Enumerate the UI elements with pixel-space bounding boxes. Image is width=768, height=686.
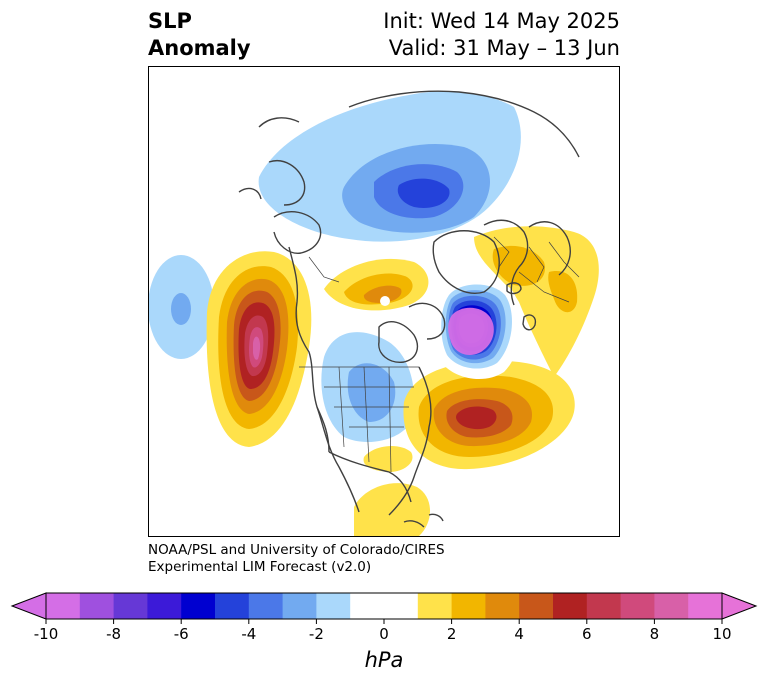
map-title: SLP Anomaly [148, 8, 251, 62]
north-atlantic-high-anomaly [403, 360, 575, 470]
colorbar-cell [147, 593, 182, 619]
colorbar-min-arrow [10, 592, 47, 620]
valid-range: Valid: 31 May – 13 Jun [388, 36, 620, 60]
colorbar-cell [485, 593, 520, 619]
colorbar-cell [46, 593, 81, 619]
colorbar-cell [654, 593, 689, 619]
colorbar-cell [215, 593, 250, 619]
anomaly-map [148, 66, 620, 537]
colorbar-unit-label: hPa [364, 648, 404, 672]
coastlines [238, 90, 580, 528]
colorbar-tick-label: 2 [447, 625, 457, 640]
map-svg [149, 90, 599, 536]
colorbar-tick-label: 10 [712, 625, 731, 640]
arctic-canada-ridge-anomaly [324, 258, 429, 311]
colorbar-cell [79, 593, 115, 619]
country-borders [299, 236, 580, 473]
colorbar-cell [316, 593, 351, 619]
colorbar-cell [181, 593, 216, 619]
forecast-dates: Init: Wed 14 May 2025 Valid: 31 May – 13… [383, 8, 620, 62]
title-line-2: Anomaly [148, 36, 251, 60]
credit-line-2: Experimental LIM Forecast (v2.0) [148, 559, 372, 575]
colorbar-tick-label: 4 [514, 625, 524, 640]
colorbar-cell [620, 593, 655, 619]
colorbar-cell [417, 593, 453, 619]
colorbar-cell [553, 593, 588, 619]
colorbar-cell [688, 593, 723, 619]
colorbar-tick-label: -6 [174, 625, 189, 640]
colorbar-tick-label: 6 [582, 625, 592, 640]
siberian-low-anomaly [258, 91, 521, 242]
colorbar-cell [451, 593, 486, 619]
colorbar-ticks: -10 -8 -6 -4 -2 0 2 4 6 8 10 [34, 619, 732, 640]
colorbar-tick-label: 8 [650, 625, 660, 640]
init-date: Init: Wed 14 May 2025 [383, 9, 620, 33]
colorbar: -10 -8 -6 -4 -2 0 2 4 6 8 10 [10, 592, 758, 640]
colorbar-cell [113, 593, 148, 619]
colorbar-cell [384, 593, 419, 619]
credit-text: NOAA/PSL and University of Colorado/CIRE… [148, 542, 445, 576]
colorbar-cell [519, 593, 554, 619]
colorbar-tick-label: -4 [241, 625, 256, 640]
colorbar-tick-label: -2 [309, 625, 324, 640]
colorbar-tick-label: -10 [34, 625, 59, 640]
north-pacific-high-anomaly [206, 251, 312, 447]
subtropical-pacific-low-anomaly [149, 255, 214, 359]
colorbar-tick-label: -8 [106, 625, 121, 640]
colorbar-cells [46, 593, 723, 619]
colorbar-tick-label: 0 [379, 625, 389, 640]
credit-line-1: NOAA/PSL and University of Colorado/CIRE… [148, 542, 445, 558]
colorbar-cell [248, 593, 284, 619]
title-line-1: SLP [148, 9, 192, 33]
colorbar-cell [350, 593, 385, 619]
colorbar-cell [586, 593, 622, 619]
colorbar-max-arrow [721, 592, 758, 620]
greenland-sea-low-anomaly [432, 276, 522, 380]
gulf-ridge-anomaly [354, 445, 431, 536]
colorbar-cell [282, 593, 317, 619]
